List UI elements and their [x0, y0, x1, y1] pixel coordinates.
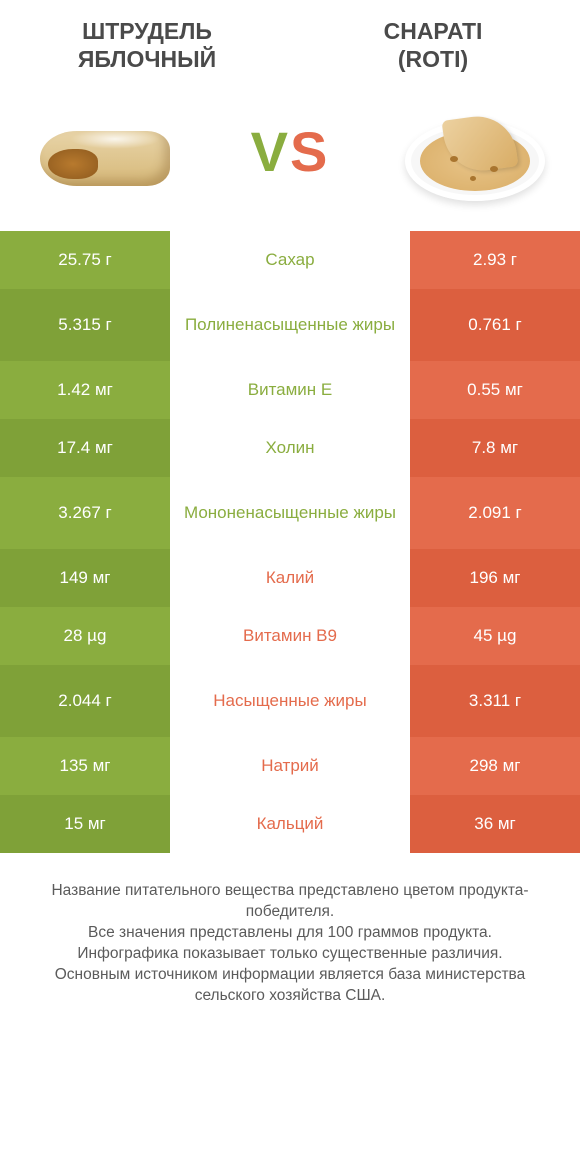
nutrient-label: Полиненасыщенные жиры	[170, 289, 410, 361]
right-value: 0.761 г	[410, 289, 580, 361]
footer-line-3: Инфографика показывает только существенн…	[22, 944, 558, 965]
nutrient-label: Сахар	[170, 231, 410, 289]
vs-letter-v: V	[251, 120, 290, 183]
table-row: 1.42 мгВитамин E0.55 мг	[0, 361, 580, 419]
vs-row: VS	[0, 81, 580, 231]
nutrient-label: Витамин B9	[170, 607, 410, 665]
left-value: 149 мг	[0, 549, 170, 607]
right-value: 2.091 г	[410, 477, 580, 549]
left-value: 135 мг	[0, 737, 170, 795]
header: ШТРУДЕЛЬ ЯБЛОЧНЫЙ CHAPATI (ROTI)	[0, 0, 580, 81]
table-row: 149 мгКалий196 мг	[0, 549, 580, 607]
right-value: 0.55 мг	[410, 361, 580, 419]
left-value: 25.75 г	[0, 231, 170, 289]
nutrient-table: 25.75 гСахар2.93 г5.315 гПолиненасыщенны…	[0, 231, 580, 853]
left-food-title: ШТРУДЕЛЬ ЯБЛОЧНЫЙ	[30, 18, 264, 73]
left-food-image	[20, 91, 190, 211]
left-value: 15 мг	[0, 795, 170, 853]
nutrient-label: Витамин E	[170, 361, 410, 419]
right-value: 36 мг	[410, 795, 580, 853]
vs-letter-s: S	[290, 120, 329, 183]
footer-line-4: Основным источником информации является …	[22, 965, 558, 1007]
nutrient-label: Насыщенные жиры	[170, 665, 410, 737]
nutrient-label: Мононенасыщенные жиры	[170, 477, 410, 549]
table-row: 5.315 гПолиненасыщенные жиры0.761 г	[0, 289, 580, 361]
right-value: 298 мг	[410, 737, 580, 795]
left-value: 3.267 г	[0, 477, 170, 549]
footer-line-2: Все значения представлены для 100 граммо…	[22, 923, 558, 944]
table-row: 135 мгНатрий298 мг	[0, 737, 580, 795]
right-value: 45 µg	[410, 607, 580, 665]
right-value: 3.311 г	[410, 665, 580, 737]
nutrient-label: Натрий	[170, 737, 410, 795]
nutrient-label: Кальций	[170, 795, 410, 853]
strudel-icon	[30, 111, 180, 191]
right-food-title: CHAPATI (ROTI)	[316, 18, 550, 73]
nutrient-label: Калий	[170, 549, 410, 607]
table-row: 28 µgВитамин B945 µg	[0, 607, 580, 665]
table-row: 15 мгКальций36 мг	[0, 795, 580, 853]
left-value: 5.315 г	[0, 289, 170, 361]
right-value: 2.93 г	[410, 231, 580, 289]
nutrient-label: Холин	[170, 419, 410, 477]
left-value: 1.42 мг	[0, 361, 170, 419]
footer-notes: Название питательного вещества представл…	[0, 853, 580, 1007]
right-value: 196 мг	[410, 549, 580, 607]
left-value: 2.044 г	[0, 665, 170, 737]
table-row: 17.4 мгХолин7.8 мг	[0, 419, 580, 477]
footer-line-1: Название питательного вещества представл…	[22, 881, 558, 923]
table-row: 3.267 гМононенасыщенные жиры2.091 г	[0, 477, 580, 549]
right-value: 7.8 мг	[410, 419, 580, 477]
left-value: 17.4 мг	[0, 419, 170, 477]
right-title-line1: CHAPATI	[384, 18, 483, 44]
roti-icon	[400, 96, 550, 206]
vs-label: VS	[251, 119, 330, 184]
table-row: 25.75 гСахар2.93 г	[0, 231, 580, 289]
left-value: 28 µg	[0, 607, 170, 665]
right-title-line2: (ROTI)	[398, 46, 468, 72]
table-row: 2.044 гНасыщенные жиры3.311 г	[0, 665, 580, 737]
right-food-image	[390, 91, 560, 211]
